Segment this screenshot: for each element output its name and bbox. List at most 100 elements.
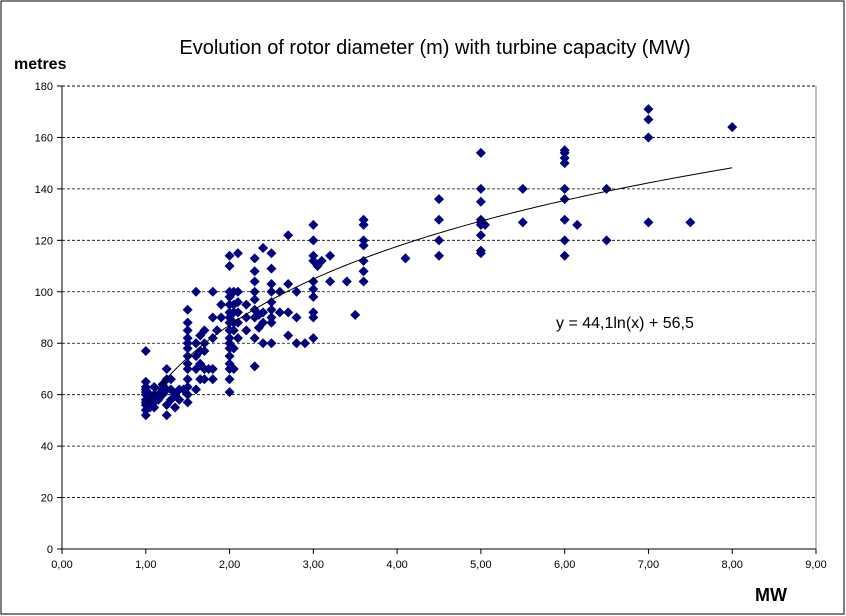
trendline-equation: y = 44,1ln(x) + 56,5: [556, 315, 694, 332]
y-tick-label: 60: [41, 390, 53, 402]
x-tick-label: 4,00: [386, 559, 407, 571]
data-point: [283, 307, 294, 318]
data-point: [182, 338, 193, 349]
tick-labels: 0 20 40 60 80 100 120 140 160 180 0,00 1,00 2,00 3,00…: [35, 81, 827, 571]
data-point: [249, 266, 260, 277]
x-tick-label: 3,00: [303, 559, 324, 571]
axes: [57, 85, 817, 554]
data-point: [182, 389, 193, 400]
x-tick-label: 0,00: [51, 559, 72, 571]
y-axis-label: metres: [14, 56, 67, 73]
data-point: [308, 276, 319, 287]
data-point: [182, 363, 193, 374]
data-point: [170, 402, 181, 413]
data-point: [182, 358, 193, 369]
data-point: [283, 330, 294, 341]
data-point: [358, 266, 369, 277]
data-point: [182, 333, 193, 344]
data-point: [249, 276, 260, 287]
data-point: [643, 104, 654, 115]
data-point: [350, 309, 361, 320]
data-point: [199, 374, 210, 385]
data-point: [643, 217, 654, 228]
data-point: [232, 307, 243, 318]
data-point: [559, 194, 570, 205]
data-point: [207, 374, 218, 385]
x-tick-label: 5,00: [470, 559, 491, 571]
data-point: [559, 214, 570, 225]
data-point: [149, 402, 160, 413]
data-point: [358, 255, 369, 266]
data-point: [182, 351, 193, 362]
y-tick-label: 120: [35, 235, 53, 247]
data-point: [517, 183, 528, 194]
data-point: [207, 363, 218, 374]
data-point: [475, 147, 486, 158]
data-point: [341, 276, 352, 287]
data-point: [207, 312, 218, 323]
data-point: [191, 338, 202, 349]
data-point: [291, 312, 302, 323]
data-point: [266, 286, 277, 297]
data-point: [299, 338, 310, 349]
data-point: [308, 291, 319, 302]
data-point: [475, 183, 486, 194]
data-point: [434, 194, 444, 205]
data-point: [559, 145, 570, 156]
data-point: [258, 338, 269, 349]
data-point: [140, 381, 151, 392]
data-point: [258, 317, 269, 328]
data-point: [358, 214, 369, 225]
data-point: [308, 235, 319, 246]
x-tick-label: 9,00: [805, 559, 826, 571]
data-point: [685, 217, 696, 228]
data-point: [249, 294, 260, 305]
data-point: [241, 325, 252, 336]
data-point: [182, 397, 193, 408]
data-point: [266, 317, 277, 328]
data-point: [232, 248, 243, 259]
data-point: [308, 284, 319, 295]
data-point: [249, 286, 260, 297]
data-point: [211, 325, 222, 336]
x-tick-label: 7,00: [638, 559, 659, 571]
data-point: [266, 263, 277, 274]
data-point: [434, 250, 444, 261]
data-point: [232, 333, 243, 344]
data-point: [283, 230, 294, 241]
data-point: [274, 307, 285, 318]
y-tick-label: 0: [47, 544, 53, 556]
data-point: [291, 286, 302, 297]
data-point: [140, 410, 151, 421]
y-tick-label: 80: [41, 338, 53, 350]
data-point: [643, 114, 654, 125]
data-point: [475, 245, 486, 256]
data-point: [559, 183, 570, 194]
data-point: [308, 250, 319, 261]
data-point: [308, 312, 319, 323]
data-point: [283, 279, 294, 290]
data-point: [559, 250, 570, 261]
data-point: [174, 394, 185, 405]
data-point: [228, 343, 239, 354]
data-point: [316, 255, 327, 266]
data-point: [182, 374, 193, 385]
data-point: [228, 363, 239, 374]
data-point: [266, 312, 277, 323]
data-point: [182, 317, 193, 328]
data-point: [224, 351, 235, 362]
x-tick-label: 1,00: [135, 559, 156, 571]
data-point: [182, 304, 193, 315]
data-point: [182, 343, 193, 354]
data-point: [161, 363, 172, 374]
data-point: [199, 345, 210, 356]
data-point: [266, 248, 277, 259]
data-point: [224, 250, 235, 261]
data-point: [249, 361, 260, 372]
y-tick-label: 180: [35, 81, 53, 93]
data-point: [308, 219, 319, 230]
data-point: [216, 299, 227, 310]
data-point: [182, 381, 193, 392]
